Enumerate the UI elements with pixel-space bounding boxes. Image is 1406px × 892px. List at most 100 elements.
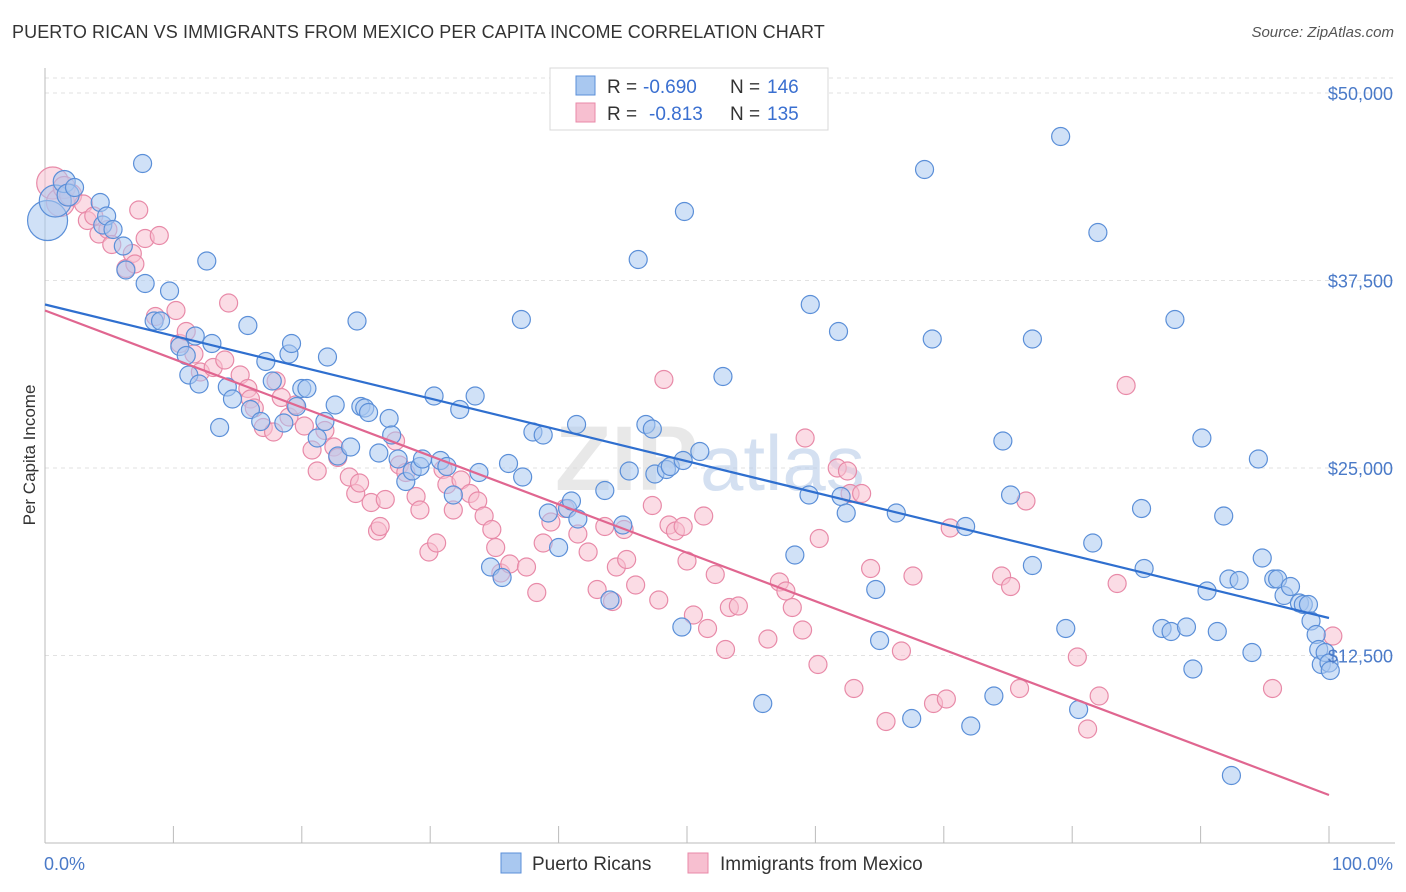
mexico-point: [852, 483, 872, 504]
puerto-rican-point: [1056, 618, 1076, 639]
puerto-rican-point: [113, 236, 133, 256]
puerto-rican-point: [1051, 126, 1071, 147]
puerto-rican-point: [800, 294, 820, 315]
mexico-point: [1009, 678, 1030, 699]
puerto-rican-point: [1248, 449, 1268, 469]
mexico-point: [728, 596, 748, 616]
mexico-point: [451, 470, 471, 490]
series-legend-label-pink: Immigrants from Mexico: [720, 854, 923, 875]
mexico-point: [808, 654, 828, 675]
puerto-rican-point: [262, 371, 282, 391]
puerto-rican-point: [1221, 765, 1242, 786]
puerto-rican-point: [1320, 660, 1340, 681]
puerto-rican-point: [358, 402, 379, 423]
mexico-point: [715, 639, 736, 660]
puerto-rican-point: [984, 686, 1004, 706]
puerto-rican-point: [388, 449, 408, 469]
y-tick-label: $37,500: [1328, 272, 1393, 292]
puerto-rican-point: [642, 419, 662, 439]
puerto-rican-point: [511, 309, 531, 330]
puerto-rican-point: [1242, 642, 1262, 663]
mexico-point: [1107, 573, 1127, 594]
puerto-rican-point: [922, 329, 942, 349]
mexico-point: [294, 416, 314, 436]
puerto-rican-point: [836, 503, 856, 523]
puerto-rican-point: [993, 431, 1013, 451]
puerto-rican-point: [513, 467, 533, 487]
puerto-rican-point: [222, 389, 243, 409]
puerto-rican-point: [1088, 222, 1108, 243]
y-tick-label: $12,500: [1328, 647, 1393, 667]
puerto-rican-point: [1229, 570, 1249, 591]
puerto-rican-point: [424, 386, 444, 406]
x-tick-label-min: 0.0%: [44, 854, 85, 874]
mexico-point: [861, 558, 881, 579]
mexico-point: [587, 579, 607, 600]
puerto-rican-point: [1083, 533, 1103, 553]
puerto-rican-point: [116, 260, 136, 280]
puerto-rican-point: [914, 159, 935, 180]
puerto-rican-point: [369, 443, 389, 463]
mexico-point: [375, 489, 395, 510]
mexico-point: [903, 566, 923, 586]
puerto-rican-point: [498, 453, 519, 474]
puerto-rican-point: [1207, 621, 1227, 642]
puerto-rican-point: [150, 311, 171, 331]
puerto-rican-point: [869, 630, 890, 651]
mexico-point: [1089, 686, 1109, 706]
puerto-rican-point: [1192, 428, 1212, 448]
chart-title: PUERTO RICAN VS IMMIGRANTS FROM MEXICO P…: [12, 22, 825, 42]
stats-legend: R = -0.690 N = 146 R = -0.813 N = 135: [549, 67, 829, 131]
puerto-rican-point: [281, 333, 302, 354]
puerto-rican-point: [238, 315, 258, 336]
puerto-rican-point: [1165, 309, 1185, 330]
puerto-rican-point: [210, 417, 230, 438]
puerto-rican-point: [132, 153, 153, 174]
mexico-point: [427, 533, 447, 553]
mexico-point: [673, 516, 693, 537]
mexico-point: [1323, 626, 1343, 646]
mexico-point: [410, 500, 430, 520]
legend-r-label-1: R =: [607, 77, 637, 98]
mexico-point: [1116, 375, 1136, 396]
puerto-rican-point: [568, 509, 588, 529]
puerto-rican-point: [189, 374, 209, 394]
puerto-rican-point: [379, 408, 399, 429]
puerto-rican-point: [548, 537, 569, 558]
puerto-rican-point: [619, 461, 639, 481]
mexico-point: [1078, 719, 1098, 739]
mexico-point: [215, 350, 235, 370]
puerto-rican-points: [26, 126, 1340, 786]
series-legend-swatch-pink: [687, 852, 709, 874]
tick-labels: $12,500 $25,000 $37,500 $50,000 0.0% 100.0%: [44, 84, 1393, 874]
mexico-point: [809, 528, 829, 549]
mexico-point: [307, 461, 327, 481]
mexico-point: [782, 597, 802, 618]
mexico-point: [578, 542, 598, 562]
x-tick-label-max: 100.0%: [1332, 854, 1393, 874]
puerto-rican-point: [1183, 659, 1203, 679]
puerto-rican-point: [251, 411, 271, 432]
mexico-point: [349, 473, 370, 493]
legend-n-value-2: 135: [767, 104, 799, 125]
puerto-rican-point: [256, 351, 276, 372]
puerto-rican-trend-line: [44, 303, 1330, 620]
mexico-point: [792, 620, 813, 640]
mexico-point: [837, 461, 858, 481]
mexico-point: [795, 428, 815, 448]
puerto-rican-point: [866, 579, 886, 600]
trend-lines: [44, 303, 1330, 797]
puerto-rican-point: [159, 281, 180, 301]
puerto-rican-point: [902, 708, 922, 729]
puerto-rican-point: [1197, 581, 1217, 601]
mexico-point: [876, 711, 896, 732]
mexico-point: [527, 582, 547, 603]
mexico-point: [1262, 678, 1283, 699]
mexico-point: [844, 678, 864, 699]
puerto-rican-point: [1022, 329, 1042, 349]
mexico-point: [129, 200, 149, 220]
mexico-trend-line: [44, 309, 1330, 797]
puerto-rican-point: [956, 516, 976, 537]
mexico-point: [654, 369, 674, 390]
puerto-rican-point: [600, 590, 620, 610]
